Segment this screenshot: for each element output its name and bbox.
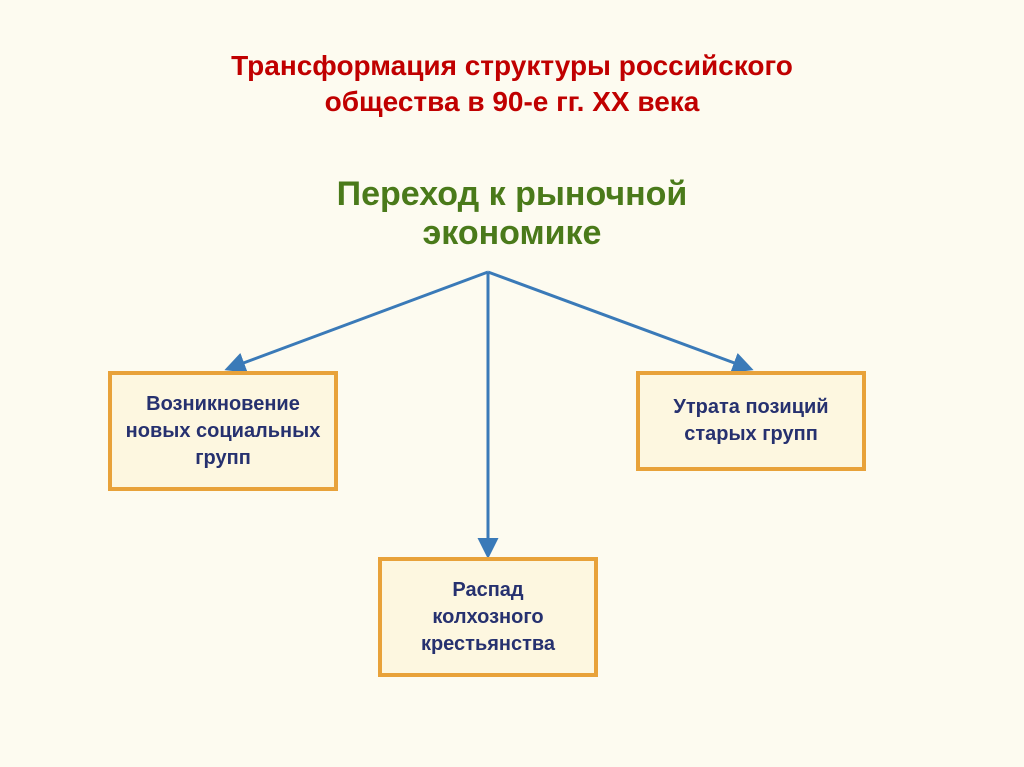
arrow-left (230, 272, 488, 368)
box-left-line3: групп (195, 447, 251, 469)
slide-subtitle: Переход к рыночной экономике (0, 175, 1024, 253)
slide-title: Трансформация структуры российского обще… (0, 48, 1024, 121)
arrow-right (488, 272, 748, 368)
box-kolkhoz-collapse: Распад колхозного крестьянства (378, 557, 598, 677)
box-left-line2: новых социальных (126, 420, 321, 442)
box-right-line2: старых групп (684, 423, 818, 445)
box-bottom-line1: Распад (452, 579, 523, 601)
box-left-line1: Возникновение (146, 393, 300, 415)
subtitle-line2: экономике (423, 214, 602, 252)
box-bottom-line3: крестьянства (421, 633, 555, 655)
box-bottom-line2: колхозного (432, 606, 543, 628)
box-old-groups-loss: Утрата позиций старых групп (636, 371, 866, 471)
title-line2: общества в 90-е гг. XX века (325, 86, 700, 117)
box-new-social-groups: Возникновение новых социальных групп (108, 371, 338, 491)
subtitle-line1: Переход к рыночной (337, 175, 688, 213)
title-line1: Трансформация структуры российского (231, 50, 793, 81)
box-right-line1: Утрата позиций (673, 396, 828, 418)
